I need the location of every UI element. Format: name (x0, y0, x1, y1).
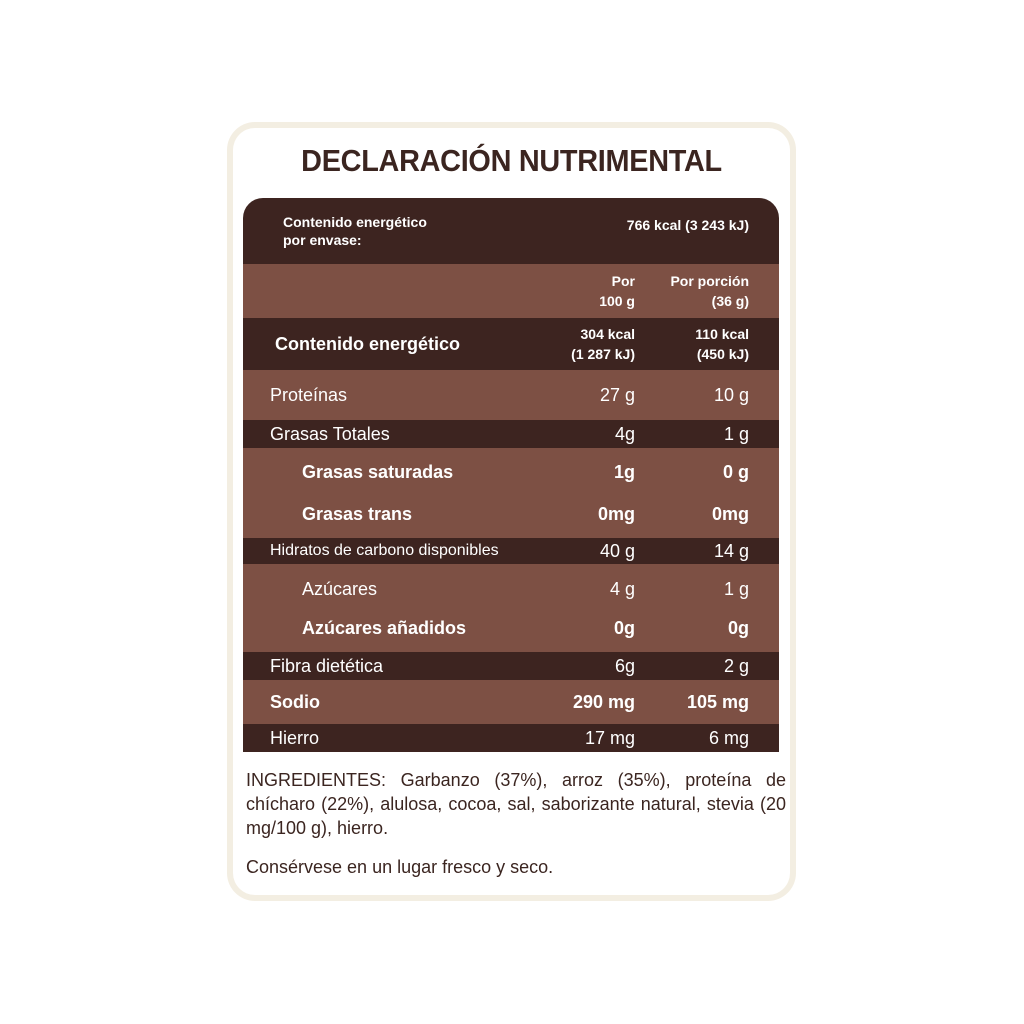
row-per100: 0g (613, 617, 635, 638)
row-label: Sodio (270, 691, 320, 712)
energy-content-label: Contenido energético (275, 333, 461, 354)
row-per100: 4g (614, 423, 635, 444)
ingredients-text: INGREDIENTES: Garbanzo (37%), arroz (35%… (246, 770, 786, 838)
row-per100: 17 mg (584, 727, 635, 748)
storage-instructions: Consérvese en un lugar fresco y seco. (246, 857, 554, 877)
table-row: Grasas trans 0mg 0mg (243, 496, 779, 532)
row-perserving: 6 mg (708, 727, 749, 748)
row-per100: 6g (614, 655, 635, 676)
table-row: Hierro 17 mg 6 mg (243, 724, 779, 752)
row-label: Grasas saturadas (302, 461, 454, 482)
row-perserving: 14 g (713, 540, 749, 561)
row-per100: 40 g (599, 540, 635, 561)
label-title: DECLARACIÓN NUTRIMENTAL (301, 143, 722, 178)
row-perserving: 0 g (722, 461, 749, 482)
row-label: Proteínas (270, 384, 348, 405)
energy-per-package-value: 766 kcal (3 243 kJ) (626, 217, 749, 233)
per-100g-header: Por 100 g (599, 273, 635, 309)
energy-content-row: Contenido energético 304 kcal (1 287 kJ)… (243, 318, 779, 370)
row-label: Grasas trans (302, 503, 413, 524)
column-header-row: Por 100 g Por porción (36 g) (243, 264, 779, 318)
per-serving-header: Por porción (36 g) (670, 273, 749, 309)
row-label: Hidratos de carbono disponibles (270, 542, 499, 559)
row-per100: 0mg (597, 503, 635, 524)
sugar-subrows: Azúcares 4 g 1 g Azúcares añadidos 0g 0g (243, 564, 779, 652)
row-per100: 1g (613, 461, 635, 482)
row-perserving: 0mg (711, 503, 749, 524)
table-row: Grasas Totales 4g 1 g (243, 420, 779, 448)
row-per100: 27 g (599, 384, 635, 405)
nutrition-table: Contenido energético por envase: 766 kca… (243, 198, 779, 752)
energy-per-package-row: Contenido energético por envase: 766 kca… (243, 198, 779, 264)
row-label: Azúcares (302, 578, 378, 599)
row-label: Azúcares añadidos (302, 617, 467, 638)
row-perserving: 105 mg (686, 691, 749, 712)
row-perserving: 1 g (723, 423, 749, 444)
row-per100: 4 g (609, 578, 635, 599)
table-row: Proteínas 27 g 10 g (243, 370, 779, 420)
row-per100: 290 mg (572, 691, 635, 712)
energy-per-package-label: Contenido energético por envase: (283, 214, 427, 248)
row-perserving: 10 g (713, 384, 749, 405)
row-label: Hierro (270, 727, 320, 748)
table-row: Azúcares 4 g 1 g (243, 568, 779, 610)
row-perserving: 2 g (723, 655, 749, 676)
row-perserving: 0g (727, 617, 749, 638)
fat-subrows: Grasas saturadas 1g 0 g Grasas trans 0mg… (243, 448, 779, 538)
energy-content-perserving: 110 kcal (450 kJ) (695, 326, 749, 362)
table-row: Fibra dietética 6g 2 g (243, 652, 779, 680)
table-row: Azúcares añadidos 0g 0g (243, 610, 779, 646)
table-row: Sodio 290 mg 105 mg (243, 680, 779, 724)
row-label: Fibra dietética (270, 655, 384, 676)
table-row: Grasas saturadas 1g 0 g (243, 448, 779, 496)
row-perserving: 1 g (723, 578, 749, 599)
table-row: Hidratos de carbono disponibles 40 g 14 … (243, 538, 779, 564)
row-label: Grasas Totales (270, 423, 390, 444)
energy-content-per100: 304 kcal (1 287 kJ) (571, 326, 635, 362)
